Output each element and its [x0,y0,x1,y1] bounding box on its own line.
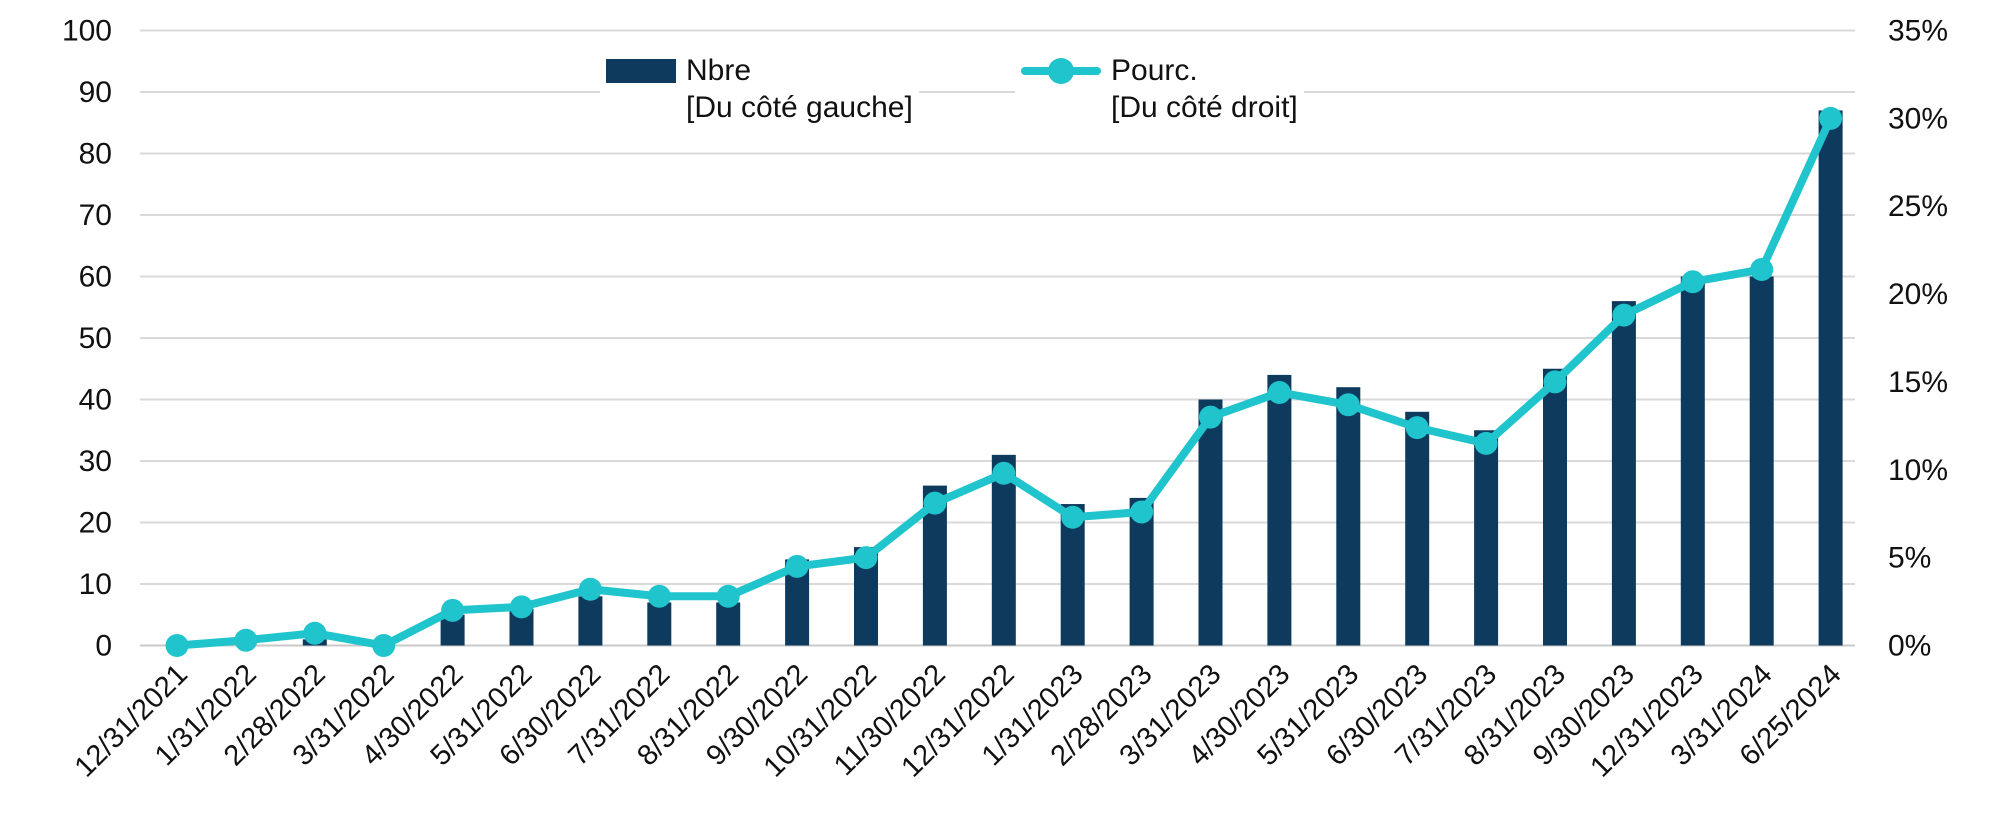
bar [1680,276,1705,646]
line-marker [1750,257,1774,281]
line-marker [1336,393,1360,417]
line-marker [1405,416,1429,440]
right-axis-tick-label: 0% [1888,630,1931,663]
line-marker [1267,380,1291,404]
left-axis-tick-label: 10 [79,568,112,601]
line-marker [303,621,327,645]
bar [716,602,741,646]
left-axis-tick-label: 80 [79,138,112,171]
bar [578,596,603,646]
left-axis-tick-label: 70 [79,199,112,232]
line-marker [441,598,465,622]
right-axis-tick-label: 30% [1888,102,1948,135]
right-axis-tick-label: 35% [1888,15,1948,48]
bar [1267,374,1292,646]
bar [1405,411,1430,646]
line-marker [923,491,947,515]
line-marker [1612,303,1636,327]
line-marker [992,461,1016,485]
line-marker [647,584,671,608]
line-marker [785,554,809,578]
line-marker [510,595,533,619]
line-marker [1199,405,1222,429]
bar [1336,387,1361,646]
line-marker [578,577,602,601]
line-marker [1130,500,1154,524]
bar [991,454,1016,646]
line-marker [1543,370,1567,394]
line-marker [1061,505,1085,529]
left-axis-tick-label: 90 [79,76,112,109]
left-axis-tick-label: 20 [79,507,112,540]
right-axis-tick-label: 10% [1888,454,1948,487]
right-axis-tick-label: 5% [1888,542,1931,575]
bar [1611,301,1636,646]
bar [647,602,672,646]
bar [1749,276,1774,646]
line-marker [854,546,878,570]
line-marker [716,584,740,608]
bar [1818,110,1843,646]
line-marker [234,628,258,652]
right-axis-tick-label: 20% [1888,278,1948,311]
bar [1474,430,1499,646]
line-marker [372,634,396,657]
left-axis-tick-label: 30 [79,445,112,478]
left-axis-tick-label: 50 [79,322,112,355]
bar [1543,368,1567,646]
left-axis-tick-label: 40 [79,384,112,417]
bar [1198,399,1223,646]
line-marker [165,634,189,657]
line-marker [1681,270,1705,294]
left-axis-tick-label: 100 [62,15,112,48]
line-marker [1819,106,1843,130]
right-axis-tick-label: 15% [1888,366,1948,399]
left-axis-tick-label: 60 [79,261,112,294]
left-axis-tick-label: 0 [95,630,112,663]
right-axis-tick-label: 25% [1888,190,1948,223]
line-marker [1474,431,1498,455]
